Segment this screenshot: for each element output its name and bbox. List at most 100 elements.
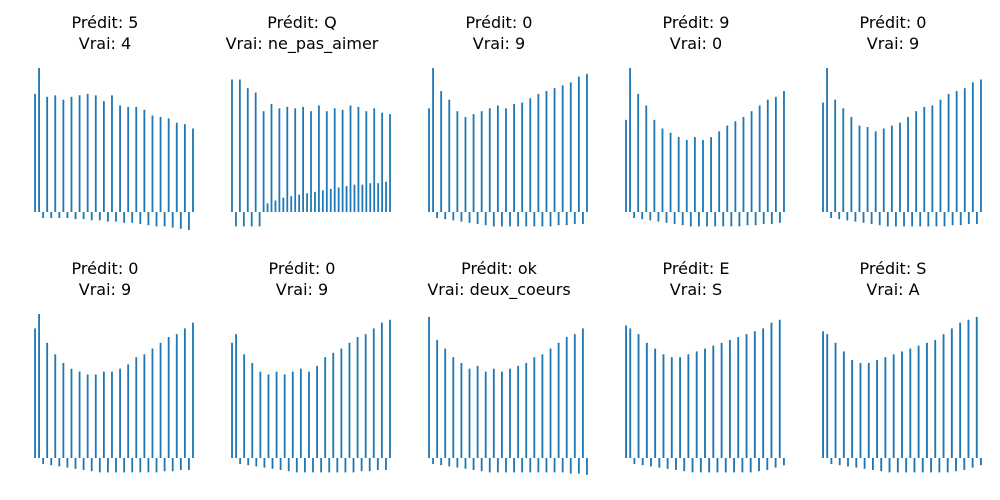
bar — [460, 362, 463, 458]
bar — [283, 374, 286, 458]
bar — [876, 360, 879, 458]
bar — [533, 357, 536, 458]
bar — [436, 339, 439, 458]
bar — [42, 212, 45, 218]
bar — [464, 116, 467, 212]
bar — [123, 458, 126, 473]
bar — [127, 364, 130, 458]
bar — [919, 212, 922, 227]
bar — [155, 458, 158, 473]
bar — [778, 319, 781, 458]
bar — [939, 99, 942, 212]
bar — [513, 104, 515, 212]
bar — [545, 458, 548, 473]
bar — [460, 212, 463, 222]
bar — [372, 328, 375, 458]
bar — [295, 458, 298, 473]
bar — [373, 108, 376, 212]
bar — [34, 93, 36, 212]
bar — [657, 212, 660, 222]
bar — [436, 212, 439, 218]
panel-title-true: Vrai: deux_coeurs — [427, 280, 571, 299]
bar — [720, 342, 723, 458]
bar — [42, 458, 45, 464]
bar — [641, 458, 644, 466]
bar — [874, 131, 877, 212]
bar — [127, 106, 130, 212]
bar — [842, 108, 845, 212]
bar — [921, 458, 924, 473]
bar — [708, 458, 711, 473]
bar — [480, 111, 483, 212]
bar — [649, 212, 652, 221]
bar — [724, 458, 727, 473]
bar — [360, 458, 363, 472]
bar — [472, 114, 475, 212]
bar — [131, 458, 134, 473]
bar — [917, 345, 920, 458]
bar — [762, 328, 765, 458]
bar — [340, 348, 343, 458]
bar — [749, 458, 752, 473]
bar — [712, 345, 715, 458]
bar — [428, 108, 430, 212]
bar — [758, 105, 761, 212]
bar — [452, 357, 455, 458]
bar — [279, 458, 282, 470]
bar — [863, 458, 866, 469]
bar — [851, 360, 854, 458]
bar — [377, 183, 380, 212]
bar — [753, 331, 756, 458]
bar — [179, 212, 182, 229]
bar — [444, 212, 447, 220]
chart-panel: Prédit: 0 Vrai: 9 — [404, 10, 594, 245]
bar — [54, 95, 57, 212]
bar — [689, 212, 692, 227]
bar — [432, 458, 434, 464]
bar — [167, 118, 170, 212]
panel-title-true: Vrai: 9 — [866, 34, 920, 53]
bar — [159, 116, 162, 212]
bar — [298, 194, 301, 212]
bar — [742, 116, 745, 212]
bar — [278, 108, 281, 212]
bar — [882, 128, 885, 212]
bar — [716, 458, 719, 473]
bar — [179, 458, 182, 470]
bar — [629, 328, 632, 458]
bar — [698, 212, 700, 227]
chart-panel: Prédit: 9 Vrai: 0 — [601, 10, 791, 245]
panel-title-true: Vrai: ne_pas_aimer — [225, 34, 379, 53]
bar — [286, 106, 289, 212]
bar — [147, 212, 150, 226]
bar — [250, 212, 253, 227]
panel-title-predicted: Prédit: S — [859, 259, 927, 278]
bar — [368, 458, 371, 472]
bar — [679, 357, 682, 458]
bar — [385, 181, 387, 212]
bar — [448, 99, 451, 212]
bar — [687, 354, 690, 458]
bar — [175, 334, 178, 458]
bar — [779, 212, 781, 223]
bar — [746, 212, 749, 226]
panel-title-true: Vrai: 0 — [669, 34, 723, 53]
panel-title-true: Vrai: A — [866, 280, 920, 299]
bar — [329, 188, 332, 212]
bar — [533, 212, 536, 227]
bar — [119, 368, 121, 458]
bar — [488, 108, 491, 212]
bar — [963, 88, 966, 212]
bar — [254, 92, 257, 212]
bar — [102, 371, 105, 458]
bar — [107, 458, 109, 473]
bar — [70, 96, 73, 212]
bar — [341, 109, 344, 212]
bar — [854, 212, 857, 222]
bar — [541, 212, 544, 227]
bar — [456, 111, 459, 212]
bar — [290, 196, 293, 212]
bar — [741, 458, 744, 473]
bar — [625, 119, 627, 212]
bar — [468, 212, 471, 223]
